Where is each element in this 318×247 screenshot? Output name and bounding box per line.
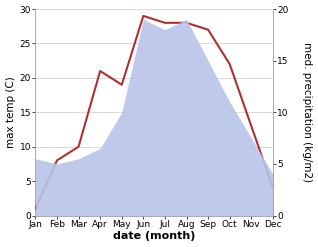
X-axis label: date (month): date (month) xyxy=(113,231,195,242)
Y-axis label: max temp (C): max temp (C) xyxy=(5,76,16,148)
Y-axis label: med. precipitation (kg/m2): med. precipitation (kg/m2) xyxy=(302,42,313,182)
